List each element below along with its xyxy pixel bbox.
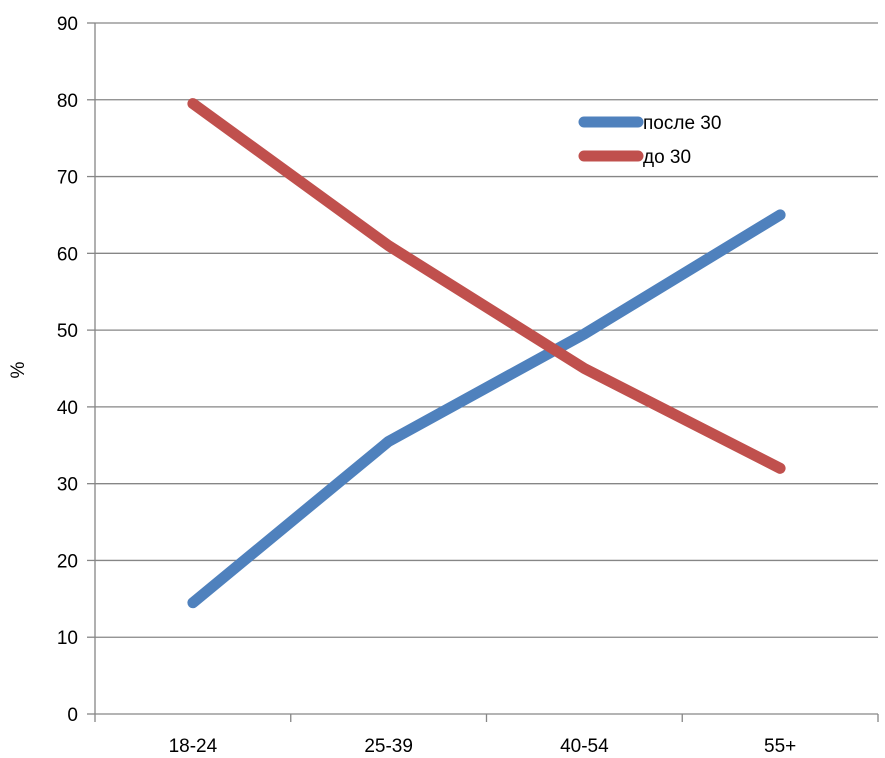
legend: после 30 до 30: [578, 113, 721, 168]
legend-label: после 30: [643, 113, 721, 134]
y-tick-label: 20: [57, 551, 78, 572]
y-tick-label: 10: [57, 628, 78, 649]
tick-labels: 0 10 20 30 40 50 60 70 80 90 18-24 25-39 40-54 55+: [57, 14, 796, 757]
y-tick-label: 70: [57, 168, 78, 189]
x-tick-label: 40-54: [560, 736, 609, 757]
x-tick-label: 55+: [764, 736, 796, 757]
y-tick-label: 30: [57, 475, 78, 496]
y-tick-label: 60: [57, 244, 78, 265]
x-tick-label: 25-39: [364, 736, 413, 757]
legend-label: до 30: [643, 147, 691, 168]
x-tick-label: 18-24: [169, 736, 218, 757]
y-tick-label: 0: [67, 705, 78, 726]
y-tick-label: 40: [57, 398, 78, 419]
y-axis-title: %: [8, 361, 29, 378]
axes: [87, 22, 879, 722]
y-tick-label: 50: [57, 321, 78, 342]
series-line: [187, 209, 786, 609]
y-tick-label: 90: [57, 14, 78, 35]
series-lines: [187, 98, 786, 609]
gridlines: [95, 22, 878, 638]
y-tick-label: 80: [57, 91, 78, 112]
series-line: [187, 98, 786, 474]
